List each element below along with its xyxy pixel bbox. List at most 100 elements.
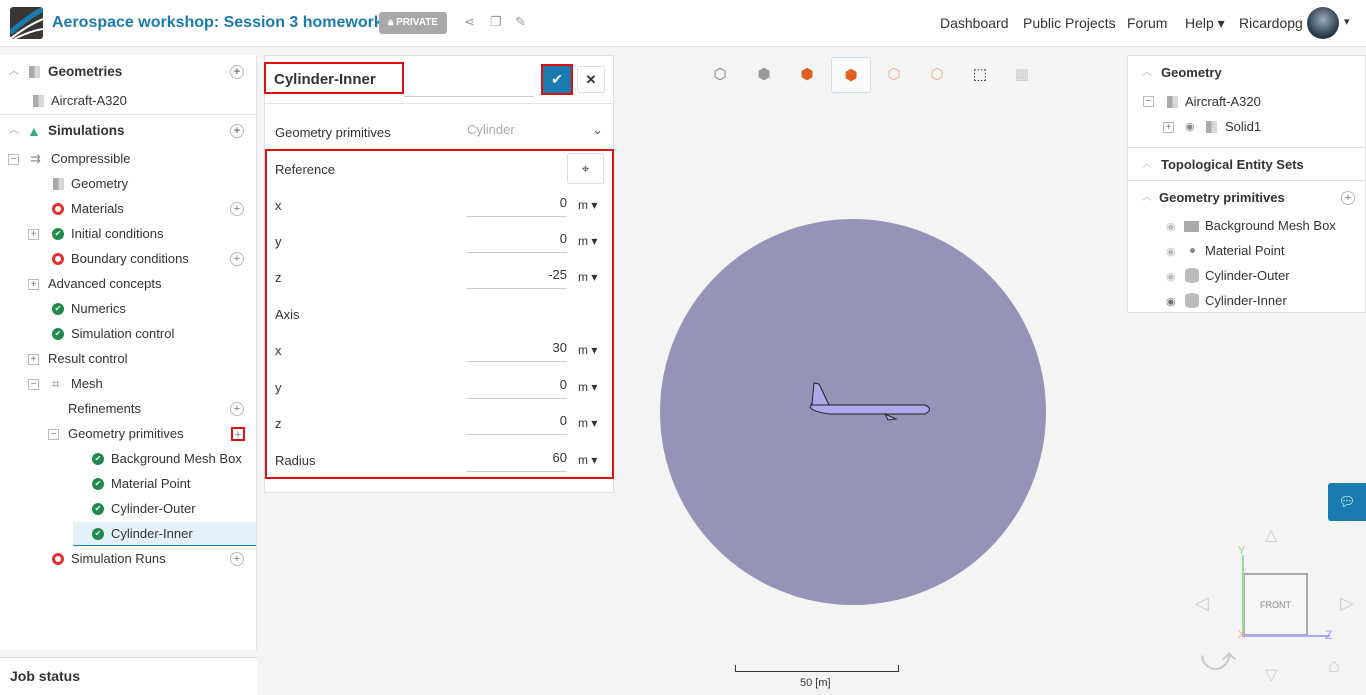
viewport-canvas[interactable]: [640, 200, 1070, 620]
scene-item-material-point[interactable]: Material Point: [1205, 243, 1285, 258]
aircraft-model[interactable]: [809, 382, 930, 421]
tree-geometries[interactable]: ︿ Geometries +: [0, 60, 256, 84]
chevron-up-icon[interactable]: ︿: [1142, 159, 1152, 170]
add-primitive-button[interactable]: +: [1341, 191, 1355, 205]
nav-help[interactable]: Help ▾: [1185, 15, 1225, 31]
collapse-icon[interactable]: −: [8, 154, 19, 165]
tree-item-mesh[interactable]: − ⌗ Mesh: [0, 372, 256, 396]
topological-entity-sets-title[interactable]: Topological Entity Sets: [1161, 157, 1304, 172]
nav-public-projects[interactable]: Public Projects: [1023, 15, 1116, 31]
unit-select[interactable]: m ▾: [578, 380, 598, 394]
scene-item-cylinder-inner[interactable]: Cylinder-Inner: [1205, 293, 1287, 308]
collapse-icon[interactable]: −: [28, 379, 39, 390]
add-run-button[interactable]: +: [230, 552, 244, 566]
primitive-type-select[interactable]: Cylinder ⌄: [467, 122, 603, 137]
unit-select[interactable]: m ▾: [578, 270, 598, 284]
select-volumes-icon[interactable]: ⬢: [831, 57, 871, 93]
tree-item-initial-conditions[interactable]: + ✔ Initial conditions: [0, 222, 256, 246]
primitive-name-input[interactable]: Cylinder-Inner: [264, 62, 404, 94]
axis-y-input[interactable]: 0: [467, 377, 567, 399]
tree-item-simulation-runs[interactable]: Simulation Runs +: [0, 547, 256, 571]
rotate-up-icon[interactable]: △: [1265, 527, 1278, 544]
solid-cube-icon[interactable]: ⬢: [757, 66, 771, 83]
tree-item-simulation-control[interactable]: ✔ Simulation control: [0, 322, 256, 346]
add-geometry-button[interactable]: +: [230, 65, 244, 79]
rotate-down-icon[interactable]: ▽: [1265, 667, 1278, 684]
eye-hidden-icon[interactable]: ◉: [1166, 271, 1176, 283]
close-button[interactable]: ✕: [577, 66, 605, 93]
roll-arrow-icon[interactable]: ⤻: [1200, 640, 1237, 678]
add-geometry-primitive-button[interactable]: +: [231, 427, 245, 441]
avatar[interactable]: [1307, 7, 1339, 39]
front-face[interactable]: FRONT: [1243, 573, 1308, 636]
expand-icon[interactable]: +: [28, 354, 39, 365]
nav-dashboard[interactable]: Dashboard: [940, 15, 1009, 31]
share-icon[interactable]: ⋖: [464, 14, 475, 29]
chevron-up-icon[interactable]: ︿: [9, 125, 19, 136]
scene-item-background-mesh-box[interactable]: Background Mesh Box: [1205, 218, 1336, 233]
tree-item-refinements[interactable]: Refinements +: [0, 397, 256, 421]
unit-select[interactable]: m ▾: [578, 198, 598, 212]
tree-item-background-mesh-box[interactable]: ✔ Background Mesh Box: [0, 447, 256, 471]
add-boundary-condition-button[interactable]: +: [230, 252, 244, 266]
tree-simulations[interactable]: ︿ ▲ Simulations +: [0, 119, 256, 143]
expand-icon[interactable]: +: [28, 229, 39, 240]
unit-select[interactable]: m ▾: [578, 343, 598, 357]
tree-item-geometry[interactable]: Geometry: [0, 172, 256, 196]
eye-icon[interactable]: ◉: [1185, 121, 1195, 133]
tree-item-materials[interactable]: Materials +: [0, 197, 256, 221]
tree-item-advanced-concepts[interactable]: + Advanced concepts: [0, 272, 256, 296]
tree-item-geometry-primitives[interactable]: − Geometry primitives +: [0, 422, 256, 446]
tree-item-aircraft[interactable]: Aircraft-A320: [0, 89, 256, 113]
collapse-icon[interactable]: −: [48, 429, 59, 440]
simscale-logo[interactable]: [10, 7, 43, 39]
copy-icon[interactable]: ❐: [490, 14, 502, 29]
add-refinement-button[interactable]: +: [230, 402, 244, 416]
navigation-cube[interactable]: △ ◁ ▷ ▽ ⤻ ⌂ FRONT Y Z X: [1195, 525, 1360, 690]
scene-item-solid1[interactable]: Solid1: [1225, 119, 1262, 134]
geometry-primitives-title[interactable]: Geometry primitives: [1159, 190, 1285, 205]
project-title[interactable]: Aerospace workshop: Session 3 homework: [52, 14, 383, 31]
radius-input[interactable]: 60: [467, 450, 567, 472]
reference-y-input[interactable]: 0: [467, 231, 567, 253]
scene-item-aircraft[interactable]: Aircraft-A320: [1185, 94, 1261, 109]
tree-item-cylinder-inner[interactable]: ✔ Cylinder-Inner: [73, 522, 256, 546]
unit-select[interactable]: m ▾: [578, 416, 598, 430]
chevron-up-icon[interactable]: ︿: [9, 66, 19, 77]
add-simulation-button[interactable]: +: [230, 124, 244, 138]
eye-icon[interactable]: ◉: [1166, 296, 1176, 308]
add-material-button[interactable]: +: [230, 202, 244, 216]
chevron-down-icon[interactable]: ▾: [1344, 16, 1350, 28]
axis-x-input[interactable]: 30: [467, 340, 567, 362]
box-select-icon[interactable]: ⬚: [972, 66, 988, 83]
edit-icon[interactable]: ✎: [515, 14, 526, 29]
home-icon[interactable]: ⌂: [1328, 655, 1341, 677]
tree-item-material-point[interactable]: ✔ Material Point: [0, 472, 256, 496]
geometry-section-title[interactable]: Geometry: [1161, 65, 1222, 80]
tree-item-compressible[interactable]: − ⇉ Compressible: [0, 147, 256, 171]
tree-item-result-control[interactable]: + Result control: [0, 347, 256, 371]
pick-point-crosshair-icon[interactable]: ⌖: [567, 153, 604, 184]
scene-item-cylinder-outer[interactable]: Cylinder-Outer: [1205, 268, 1290, 283]
collapse-icon[interactable]: −: [1143, 96, 1154, 107]
reference-z-input[interactable]: -25: [467, 267, 567, 289]
select-faces-icon[interactable]: ⬢: [800, 66, 814, 83]
confirm-button[interactable]: ✔: [541, 64, 573, 95]
chevron-up-icon[interactable]: ︿: [1142, 67, 1152, 78]
nav-forum[interactable]: Forum: [1127, 15, 1168, 31]
reference-x-input[interactable]: 0: [467, 195, 567, 217]
rotate-left-icon[interactable]: ◁: [1195, 593, 1209, 613]
axis-z-input[interactable]: 0: [467, 413, 567, 435]
rotate-right-icon[interactable]: ▷: [1340, 593, 1354, 613]
select-nodes-icon[interactable]: ⬡: [930, 66, 944, 83]
tree-item-boundary-conditions[interactable]: Boundary conditions +: [0, 247, 256, 271]
chevron-up-icon[interactable]: ︿: [1142, 192, 1152, 203]
eye-hidden-icon[interactable]: ◉: [1166, 221, 1176, 233]
unit-select[interactable]: m ▾: [578, 453, 598, 467]
select-edges-icon[interactable]: ⬡: [887, 66, 901, 83]
tree-item-cylinder-outer[interactable]: ✔ Cylinder-Outer: [0, 497, 256, 521]
wireframe-cube-icon[interactable]: ⬡: [713, 66, 727, 83]
user-name[interactable]: Ricardopg: [1239, 15, 1303, 31]
unit-select[interactable]: m ▾: [578, 234, 598, 248]
expand-icon[interactable]: +: [28, 279, 39, 290]
